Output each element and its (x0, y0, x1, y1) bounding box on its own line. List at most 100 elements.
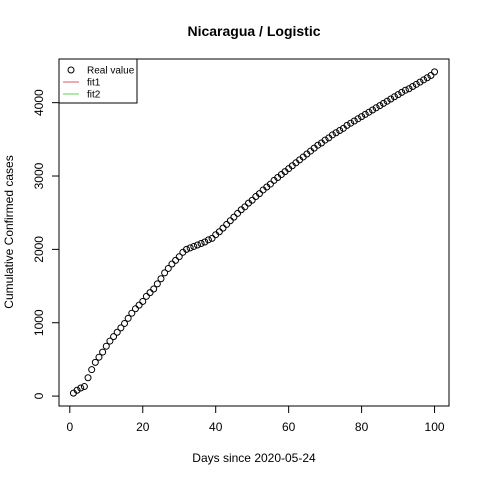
x-tick-label: 40 (209, 420, 223, 434)
data-point (168, 260, 176, 268)
data-point (223, 220, 231, 228)
data-point (106, 337, 114, 345)
data-point (84, 374, 92, 382)
data-point (350, 117, 358, 125)
data-point (139, 297, 147, 305)
data-point (88, 366, 96, 374)
x-tick-label: 100 (425, 420, 445, 434)
x-axis-label: Days since 2020-05-24 (192, 451, 316, 465)
data-point (193, 241, 201, 249)
data-point (131, 305, 139, 313)
data-point (172, 256, 180, 264)
data-point (427, 72, 435, 80)
data-point (117, 324, 125, 332)
data-point (80, 383, 88, 391)
data-point (401, 86, 409, 94)
data-point (266, 180, 274, 188)
data-point (343, 121, 351, 129)
data-point (234, 209, 242, 217)
legend-label: fit2 (87, 90, 101, 101)
data-point (215, 228, 223, 236)
data-point (183, 245, 191, 253)
data-point (394, 91, 402, 99)
data-point (361, 110, 369, 118)
data-point (398, 88, 406, 96)
y-tick-label: 2000 (32, 236, 46, 263)
data-point (124, 314, 132, 322)
data-point (390, 93, 398, 101)
data-point (219, 224, 227, 232)
legend-symbol-circle (67, 66, 75, 74)
data-point (248, 196, 256, 204)
data-point (110, 333, 118, 341)
y-tick-label: 0 (32, 392, 46, 399)
y-axis-label: Cumulative Confirmed cases (2, 155, 16, 308)
chart-title: Nicaragua / Logistic (187, 23, 320, 39)
data-point (332, 129, 340, 137)
data-point (91, 358, 99, 366)
data-point (420, 76, 428, 84)
data-point (321, 136, 329, 144)
y-axis: 0 1000 2000 3000 4000 (32, 89, 60, 399)
legend-label: fit1 (87, 78, 101, 89)
data-point (157, 275, 165, 283)
data-point (128, 309, 136, 317)
data-point (113, 328, 121, 336)
data-point (372, 104, 380, 112)
x-tick-label: 0 (66, 420, 73, 434)
data-point (99, 348, 107, 356)
data-point (197, 240, 205, 248)
data-point (230, 213, 238, 221)
data-point (142, 292, 150, 300)
legend-label: Real value (87, 66, 135, 77)
data-point (121, 319, 129, 327)
x-tick-label: 60 (282, 420, 296, 434)
data-point (328, 131, 336, 139)
data-point (153, 280, 161, 288)
x-tick-label: 20 (136, 420, 150, 434)
y-tick-label: 1000 (32, 309, 46, 336)
data-point (387, 95, 395, 103)
data-point (73, 386, 81, 394)
data-point (314, 141, 322, 149)
data-point (175, 253, 183, 261)
data-point (204, 236, 212, 244)
data-point (423, 74, 431, 82)
data-points (69, 68, 439, 397)
data-point (164, 264, 172, 272)
data-point (383, 97, 391, 105)
data-point (365, 108, 373, 116)
data-point (431, 68, 439, 76)
data-point (405, 85, 413, 93)
data-point (208, 234, 216, 242)
data-point (186, 244, 194, 252)
data-point (354, 115, 362, 123)
data-point (135, 301, 143, 309)
data-point (347, 119, 355, 127)
data-point (146, 289, 154, 297)
y-tick-label: 4000 (32, 89, 46, 116)
data-point (376, 102, 384, 110)
data-point (77, 384, 85, 392)
y-tick-label: 3000 (32, 162, 46, 189)
data-point (358, 113, 366, 121)
data-point (416, 78, 424, 86)
data-point (379, 99, 387, 107)
data-point (409, 83, 417, 91)
x-tick-label: 80 (355, 420, 369, 434)
data-point (102, 342, 110, 350)
data-point (201, 238, 209, 246)
data-point (369, 106, 377, 114)
data-point (241, 203, 249, 211)
data-point (336, 127, 344, 135)
data-point (412, 80, 420, 88)
data-point (255, 190, 263, 198)
data-point (226, 217, 234, 225)
legend-box (58, 58, 138, 104)
data-point (161, 269, 169, 277)
data-point (190, 242, 198, 250)
x-axis: 0 20 40 60 80 100 (66, 405, 445, 434)
data-point (95, 353, 103, 361)
